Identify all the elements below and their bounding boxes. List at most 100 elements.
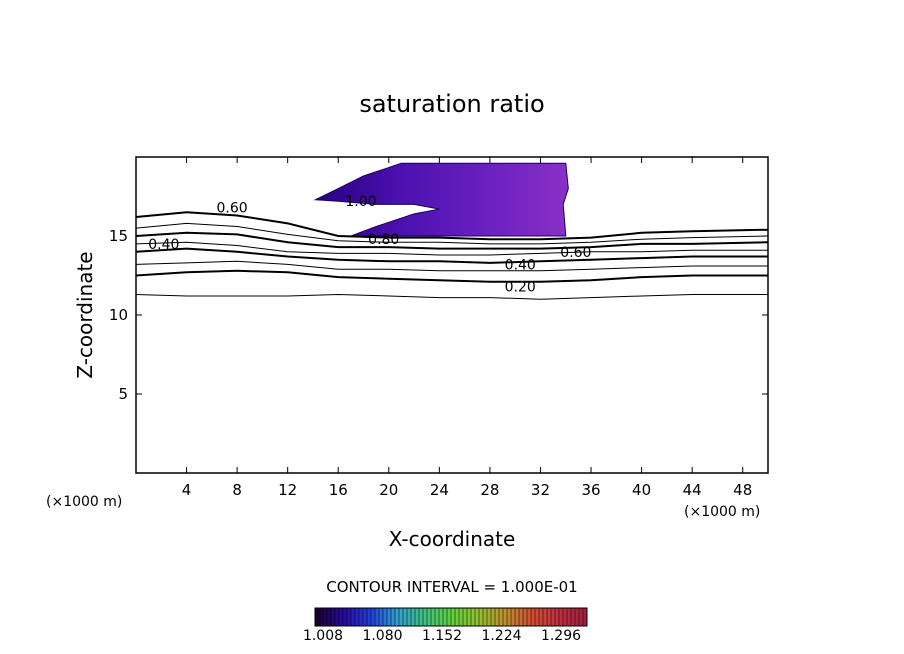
colorbar-cell — [335, 608, 340, 626]
colorbar-cell — [359, 608, 364, 626]
contour-label: 0.20 — [505, 280, 536, 296]
colorbar-cell — [455, 608, 460, 626]
colorbar-tick-label: 1.296 — [541, 628, 581, 644]
colorbar-cell — [427, 608, 432, 626]
y-tick-label: 15 — [109, 227, 128, 245]
x-tick-label: 4 — [182, 481, 192, 499]
colorbar-cell — [327, 608, 332, 626]
colorbar-tick-label: 1.080 — [362, 628, 402, 644]
colorbar-cell — [363, 608, 368, 626]
x-tick-label: 28 — [480, 481, 499, 499]
colorbar-cell — [535, 608, 540, 626]
colorbar-cell — [459, 608, 464, 626]
colorbar-cell — [323, 608, 328, 626]
colorbar-cell — [523, 608, 528, 626]
colorbar-cell — [375, 608, 380, 626]
colorbar-cell — [407, 608, 412, 626]
colorbar-cell — [411, 608, 416, 626]
x-tick-label: 24 — [430, 481, 449, 499]
colorbar-cell — [519, 608, 524, 626]
x-axis-ticks: 4 8 12 16 20 24 28 32 36 40 44 48 — [182, 157, 752, 499]
colorbar-cell — [467, 608, 472, 626]
contour-line — [135, 269, 768, 283]
contour-label: 0.40 — [148, 237, 179, 253]
contour-lines — [135, 211, 769, 300]
y-tick-label: 5 — [118, 385, 128, 403]
contour-line — [135, 211, 769, 241]
colorbar-cell — [379, 608, 384, 626]
colorbar-cell — [463, 608, 468, 626]
colorbar-cell — [515, 608, 520, 626]
contour-label: 0.60 — [560, 245, 591, 261]
shaded-region — [313, 162, 569, 237]
colorbar-cell — [559, 608, 564, 626]
contour-line — [135, 241, 768, 256]
x-unit-label: (×1000 m) — [684, 504, 760, 520]
colorbar-cell — [387, 608, 392, 626]
y-axis-label: Z-coordinate — [73, 251, 97, 378]
contour-line — [135, 260, 768, 272]
colorbar-cell — [347, 608, 352, 626]
colorbar-cell — [415, 608, 420, 626]
colorbar-cell — [435, 608, 440, 626]
chart-title: saturation ratio — [359, 90, 544, 118]
colorbar-cell — [583, 608, 588, 626]
contour-label: 0.40 — [505, 257, 536, 273]
colorbar-cell — [403, 608, 408, 626]
colorbar-cell — [547, 608, 552, 626]
colorbar-cell — [395, 608, 400, 626]
colorbar-cell — [527, 608, 532, 626]
colorbar-cell — [383, 608, 388, 626]
x-tick-label: 48 — [733, 481, 752, 499]
colorbar-cell — [483, 608, 488, 626]
x-axis-label: X-coordinate — [389, 527, 516, 551]
contour-label: 1.00 — [345, 194, 376, 210]
colorbar-cell — [439, 608, 444, 626]
colorbar-cell — [507, 608, 512, 626]
colorbar-cell — [471, 608, 476, 626]
colorbar-cell — [431, 608, 436, 626]
colorbar-cell — [479, 608, 484, 626]
colorbar-cell — [575, 608, 580, 626]
colorbar-cell — [475, 608, 480, 626]
colorbar-ticks: 1.008 1.080 1.152 1.224 1.296 — [303, 628, 581, 644]
colorbar-cell — [495, 608, 500, 626]
x-tick-label: 12 — [278, 481, 297, 499]
x-tick-label: 36 — [581, 481, 600, 499]
colorbar-cell — [343, 608, 348, 626]
x-tick-label: 8 — [232, 481, 242, 499]
x-tick-label: 44 — [683, 481, 702, 499]
colorbar-cell — [351, 608, 356, 626]
shaded-region-polygon — [313, 162, 569, 237]
colorbar-cell — [511, 608, 516, 626]
x-tick-label: 16 — [329, 481, 348, 499]
colorbar-cell — [567, 608, 572, 626]
colorbar-frame — [314, 607, 588, 627]
y-unit-label: (×1000 m) — [46, 494, 122, 510]
colorbar-cell — [319, 608, 324, 626]
colorbar-cell — [355, 608, 360, 626]
colorbar-cell — [419, 608, 424, 626]
colorbar-cell — [543, 608, 548, 626]
contour-label: 0.60 — [216, 201, 247, 217]
colorbar — [314, 607, 588, 627]
colorbar-cell — [315, 608, 320, 626]
colorbar-cell — [371, 608, 376, 626]
colorbar-cell — [579, 608, 584, 626]
contour-labels: 0.40 0.60 1.00 0.80 0.60 0.40 0.20 — [148, 194, 591, 295]
contour-line — [135, 293, 768, 300]
colorbar-cell — [551, 608, 556, 626]
colorbar-tick-label: 1.008 — [303, 628, 343, 644]
colorbar-cell — [531, 608, 536, 626]
colorbar-cell — [487, 608, 492, 626]
colorbar-cell — [399, 608, 404, 626]
contour-label: 0.80 — [368, 232, 399, 248]
colorbar-cell — [339, 608, 344, 626]
plot-area: 0.400.60 1.000.800.600.400.20 4 8 12 16 20 24 2… — [109, 156, 769, 499]
colorbar-cell — [491, 608, 496, 626]
contour-line — [135, 231, 769, 250]
colorbar-tick-label: 1.152 — [422, 628, 462, 644]
colorbar-cell — [331, 608, 336, 626]
x-tick-label: 20 — [379, 481, 398, 499]
